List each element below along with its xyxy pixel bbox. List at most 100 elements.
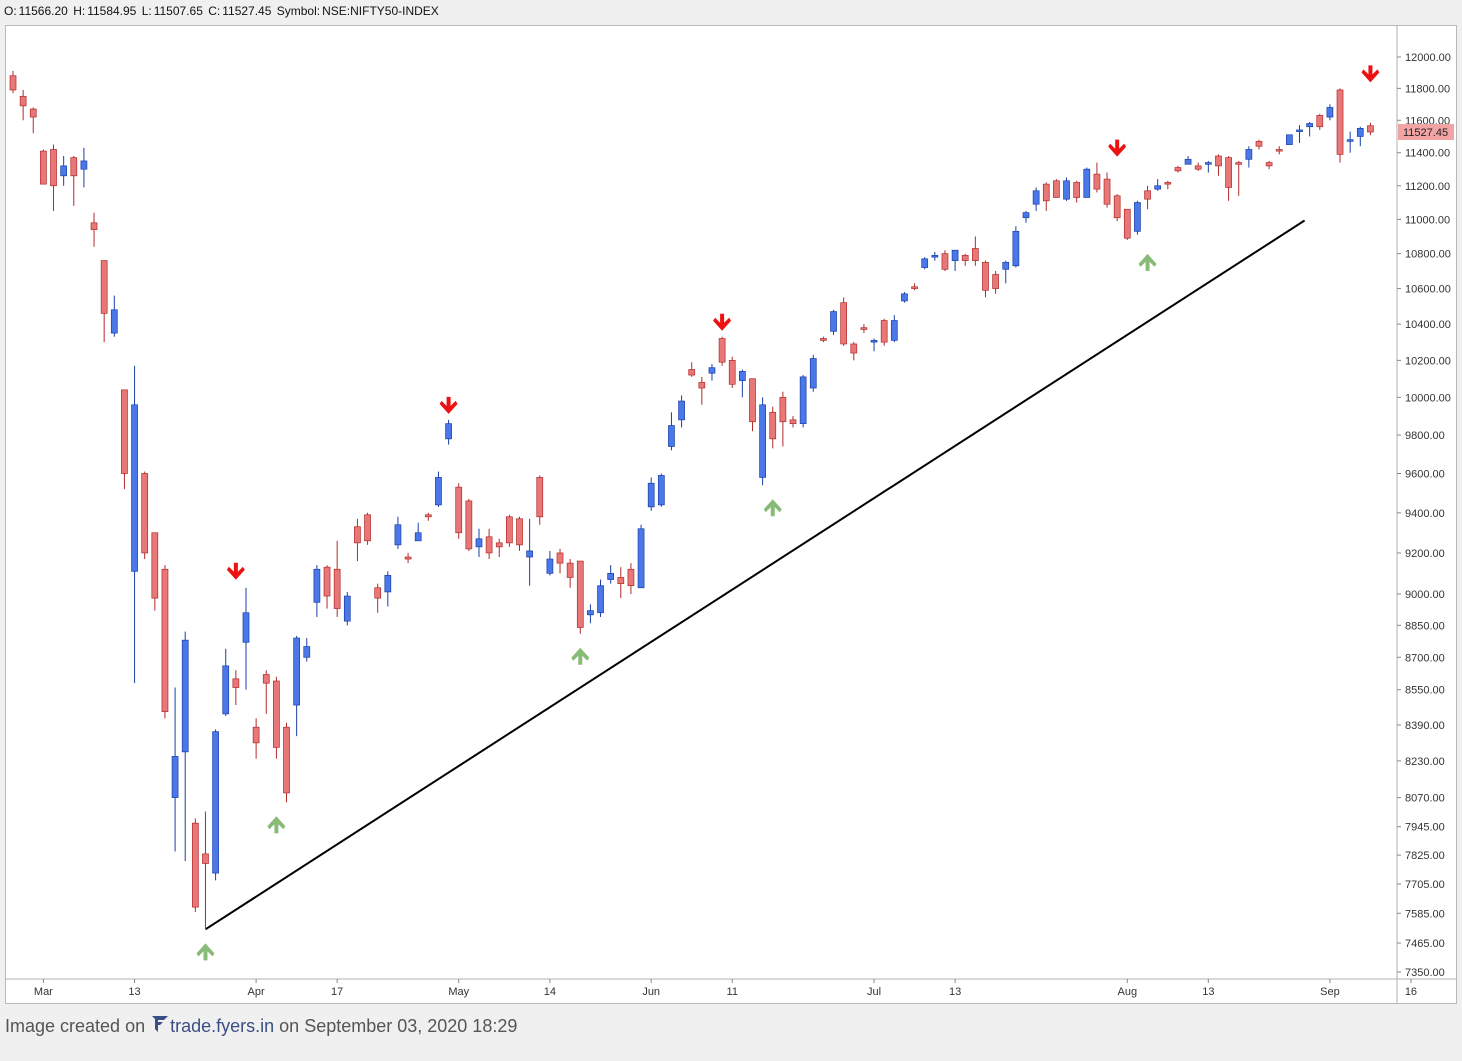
candle-body [688, 369, 696, 376]
candle-body [374, 587, 382, 599]
y-tick-label: 11000.00 [1405, 214, 1450, 226]
candle-body [424, 514, 432, 518]
candle-body [151, 532, 159, 599]
sell-signal-arrow-icon [439, 396, 458, 414]
x-tick-label: Mar [34, 986, 53, 998]
candle-body [870, 339, 878, 343]
candle-body [759, 404, 766, 478]
candle-body [435, 477, 442, 506]
candle-body [890, 320, 898, 341]
candle-body [708, 367, 716, 374]
candle-body [566, 562, 574, 578]
candle-body [1306, 123, 1313, 128]
x-tick-label: 13 [949, 986, 961, 998]
y-tick-label: 10400.00 [1405, 319, 1451, 331]
candle-body [1336, 89, 1344, 155]
footer-credit: Image created on trade.fyers.in on Septe… [5, 1014, 517, 1039]
candle-body [728, 360, 736, 385]
candle-body [860, 327, 868, 330]
candle-body [1154, 185, 1162, 190]
candle-body [647, 482, 655, 508]
high-value: 11584.95 [87, 4, 137, 18]
open-value: 11566.20 [18, 4, 68, 18]
candle-body [799, 376, 807, 424]
candlestick-chart[interactable]: 12000.0011800.0011600.0011400.0011200.00… [6, 26, 1456, 1003]
candle-body [718, 338, 726, 363]
x-tick-label: 13 [1202, 986, 1214, 998]
candle-body [29, 108, 37, 118]
candle-body [1103, 178, 1111, 205]
low-label: L: [141, 4, 152, 18]
candle-body [1194, 165, 1202, 170]
candle-body [789, 419, 797, 424]
close-value: 11527.45 [222, 4, 272, 18]
ohlc-readout: O: 11566.20 H: 11584.95 L: 11507.65 C: 11527… [4, 4, 441, 18]
sell-signal-arrow-icon [226, 562, 245, 580]
candle-body [262, 674, 270, 684]
sell-signal-arrow-icon [1361, 65, 1380, 83]
candle-body [313, 568, 321, 603]
candle-body [212, 731, 219, 874]
candle-body [1245, 149, 1253, 160]
y-tick-label: 8390.00 [1405, 720, 1445, 732]
y-tick-label: 8550.00 [1405, 685, 1445, 697]
x-tick-label: 17 [331, 986, 343, 998]
footer-suffix: on September 03, 2020 18:29 [279, 1016, 518, 1036]
buy-signal-arrow-icon [763, 499, 782, 517]
sell-signal-arrow-icon [713, 313, 732, 331]
candle-body [668, 425, 675, 447]
y-tick-label: 7350.00 [1405, 967, 1445, 979]
last-price-label: 11527.45 [1403, 127, 1448, 139]
candle-body [627, 568, 635, 587]
candle-body [739, 371, 746, 381]
buy-signal-arrow-icon [1138, 253, 1157, 271]
candle-body [880, 320, 888, 343]
buy-signal-arrow-icon [571, 647, 590, 665]
candle-body [354, 526, 361, 544]
candle-body [1053, 180, 1060, 198]
candle-body [394, 524, 402, 546]
y-tick-label: 12000.00 [1405, 52, 1451, 64]
x-tick-label: Sep [1320, 986, 1340, 998]
candle-body [546, 558, 554, 574]
candle-body [1032, 190, 1040, 205]
buy-signal-arrow-icon [267, 816, 286, 834]
y-tick-label: 9400.00 [1405, 508, 1445, 520]
candle-body [232, 678, 240, 688]
trendline [204, 219, 1306, 931]
candle-body [384, 575, 392, 593]
candle-body [840, 302, 848, 345]
x-tick-label: 11 [727, 986, 738, 998]
candle-body [1184, 158, 1192, 165]
y-tick-label: 9000.00 [1405, 589, 1445, 601]
candle-body [485, 536, 493, 554]
candle-body [9, 75, 17, 91]
footer-brand-link[interactable]: trade.fyers.in [170, 1016, 275, 1036]
candle-body [100, 260, 108, 314]
candle-body [303, 646, 311, 658]
candle-body [992, 274, 999, 289]
candle-body [1022, 212, 1030, 219]
x-tick-label: 14 [544, 986, 556, 998]
candle-body [445, 423, 452, 440]
y-tick-label: 7825.00 [1405, 850, 1445, 862]
candle-body [779, 396, 787, 423]
candle-body [222, 665, 230, 715]
candle-body [526, 550, 533, 558]
candle-body [1356, 127, 1364, 137]
candle-body [1042, 183, 1050, 202]
candle-body [121, 389, 128, 474]
close-label: C: [208, 4, 221, 18]
candle-body [617, 577, 625, 584]
y-tick-label: 8850.00 [1405, 620, 1445, 632]
candle-body [1326, 107, 1334, 118]
candle-body [333, 568, 341, 609]
y-tick-label: 8700.00 [1405, 652, 1445, 664]
candle-body [597, 585, 604, 614]
candle-body [576, 560, 584, 628]
x-tick-label: Jun [642, 986, 660, 998]
candle-body [1144, 190, 1151, 200]
candle-body [1073, 182, 1081, 198]
candle-body [657, 475, 665, 506]
chart-panel[interactable]: 12000.00 11800.00 11600.00 11400.00 11200.00… [5, 25, 1457, 1004]
